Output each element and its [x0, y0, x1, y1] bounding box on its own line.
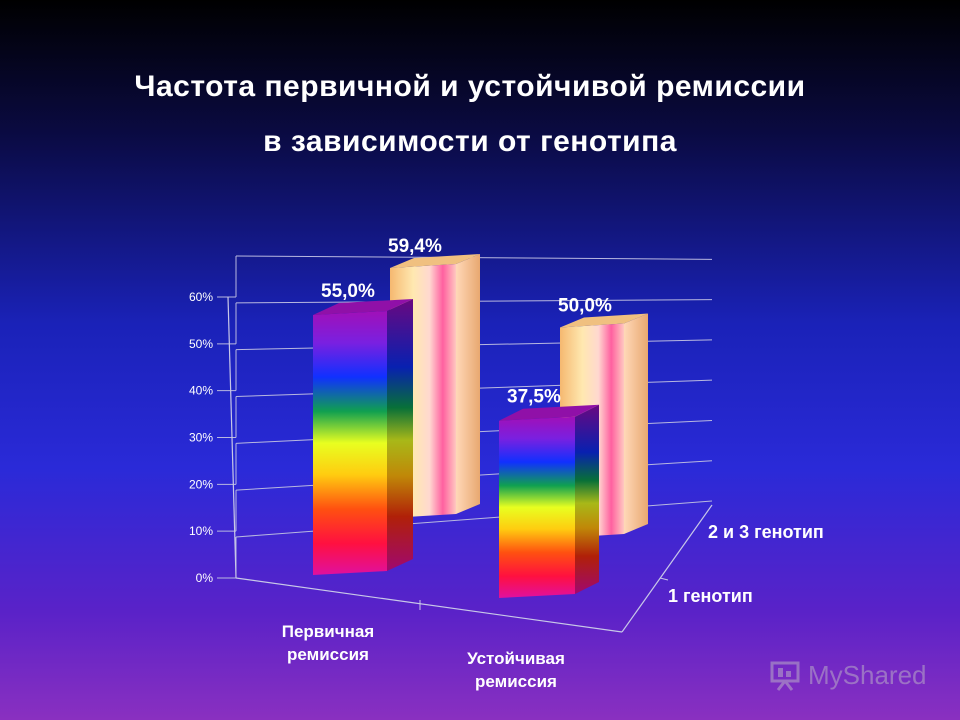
y-tick-label: 10%: [189, 524, 213, 538]
data-label: 55,0%: [321, 281, 375, 302]
watermark-text: MyShared: [808, 659, 927, 690]
data-label: 37,5%: [507, 387, 561, 408]
y-axis-line: [227, 296, 237, 579]
data-label: 50,0%: [558, 296, 612, 317]
series-1-bars: [313, 299, 599, 598]
bar-side-face: [575, 404, 599, 594]
depth-axis-line: [621, 504, 713, 633]
chart-title-line-2: в зависимости от генотипа: [263, 125, 677, 158]
y-tick-label: 30%: [189, 431, 213, 445]
category-label: ремиссия: [287, 645, 369, 664]
bar-side-face: [456, 254, 480, 514]
category-label: Первичная: [282, 622, 374, 641]
y-axis-tick-labels: 0% 10% 20% 30% 40% 50% 60%: [189, 290, 213, 585]
data-label: 59,4%: [388, 236, 442, 257]
y-tick-label: 20%: [189, 477, 213, 491]
chart-axes: [217, 296, 713, 633]
x-axis-line: [235, 577, 623, 633]
series-label-1: 1 генотип: [668, 586, 753, 606]
depth-tick-mark: [659, 577, 669, 581]
presentation-board-icon: [770, 661, 800, 691]
bar-top-face: [560, 313, 648, 328]
chart-title-line-1: Частота первичной и устойчивой ремиссии: [134, 70, 806, 103]
y-tick-label: 50%: [189, 337, 213, 351]
bar-top-face: [499, 404, 599, 421]
bar-top-face: [390, 254, 480, 268]
y-tick-label: 40%: [189, 384, 213, 398]
watermark: MyShared: [768, 655, 928, 695]
bar-front-face: [313, 311, 387, 575]
category-label: Устойчивая: [467, 649, 565, 668]
series-axis-labels: 1 генотип 2 и 3 генотип: [668, 522, 824, 606]
bar-side-face: [624, 313, 648, 534]
category-label: ремиссия: [475, 672, 557, 691]
bar-side-face: [387, 299, 413, 571]
y-tick-label: 0%: [196, 571, 214, 585]
bar-top-face: [313, 299, 413, 315]
category-labels: Первичная ремиссия Устойчивая ремиссия: [282, 622, 565, 691]
series-label-2: 2 и 3 генотип: [708, 522, 824, 542]
data-labels: 59,4% 50,0% 55,0% 37,5%: [321, 236, 612, 408]
y-tick-label: 60%: [189, 290, 213, 304]
bar-front-face: [499, 416, 575, 598]
